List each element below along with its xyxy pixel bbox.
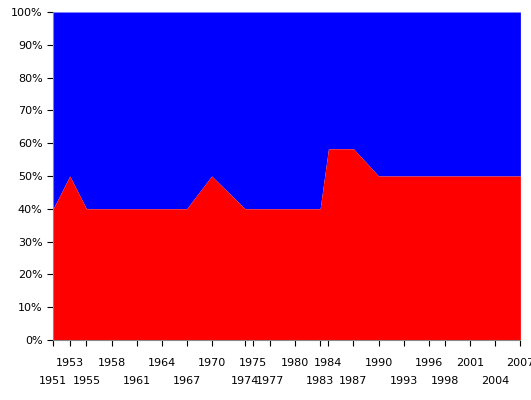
Text: 2004: 2004 <box>481 376 509 386</box>
Text: 1984: 1984 <box>314 358 342 368</box>
Text: 1980: 1980 <box>281 358 309 368</box>
Text: 1951: 1951 <box>39 376 67 386</box>
Text: 1958: 1958 <box>97 358 126 368</box>
Text: 1993: 1993 <box>389 376 418 386</box>
Text: 1975: 1975 <box>239 358 268 368</box>
Text: 1998: 1998 <box>431 376 459 386</box>
Text: 1996: 1996 <box>415 358 443 368</box>
Text: 1970: 1970 <box>198 358 226 368</box>
Text: 1977: 1977 <box>256 376 284 386</box>
Text: 1990: 1990 <box>364 358 392 368</box>
Text: 1983: 1983 <box>306 376 334 386</box>
Text: 1987: 1987 <box>339 376 367 386</box>
Text: 1961: 1961 <box>123 376 151 386</box>
Text: 1955: 1955 <box>72 376 100 386</box>
Text: 1953: 1953 <box>56 358 84 368</box>
Text: 2001: 2001 <box>456 358 484 368</box>
Text: 1974: 1974 <box>231 376 259 386</box>
Text: 1964: 1964 <box>148 358 176 368</box>
Text: 2007: 2007 <box>506 358 531 368</box>
Text: 1967: 1967 <box>173 376 201 386</box>
